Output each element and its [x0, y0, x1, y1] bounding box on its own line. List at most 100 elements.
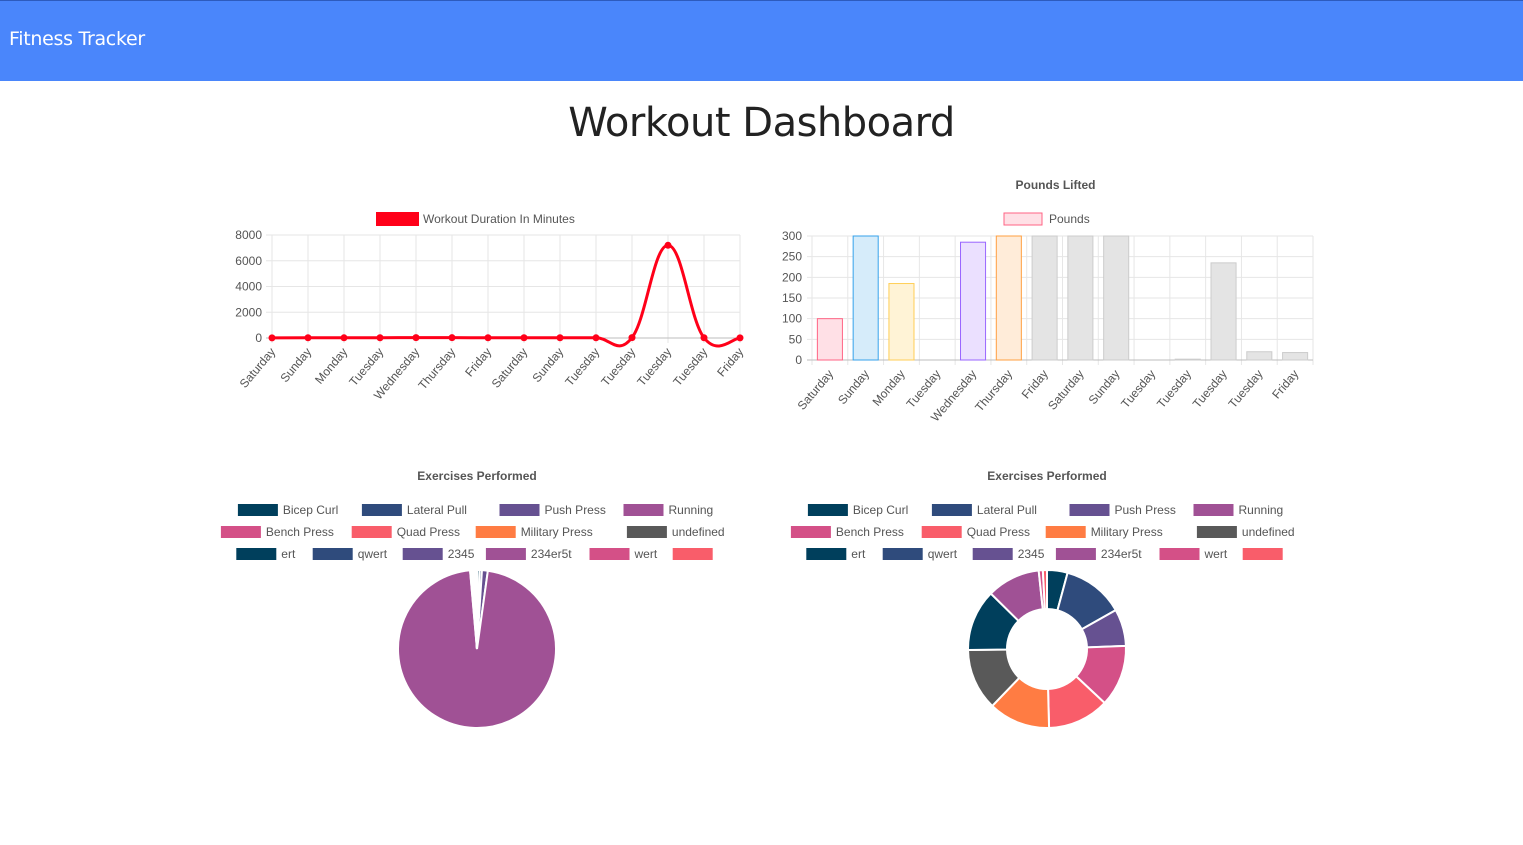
- y-tick-label: 300: [782, 229, 802, 243]
- bar: [995, 235, 1022, 361]
- legend-label: Quad Press: [397, 525, 460, 539]
- x-tick-label: Sunday: [1086, 367, 1123, 407]
- legend-label: Lateral Pull: [407, 503, 467, 517]
- x-tick-label: Friday: [462, 345, 494, 380]
- x-tick-label: Tuesday: [634, 345, 674, 389]
- y-tick-label: 50: [789, 332, 803, 346]
- legend-swatch: [931, 504, 972, 516]
- data-point: [700, 334, 708, 342]
- x-tick-label: Friday: [1269, 367, 1301, 402]
- x-tick-label: Tuesday: [562, 345, 602, 389]
- data-point: [376, 334, 384, 342]
- legend-swatch: [1159, 548, 1200, 560]
- legend-swatch: [1193, 504, 1234, 516]
- data-point: [268, 334, 276, 342]
- legend-label: wert: [1204, 547, 1228, 561]
- x-tick-label: Tuesday: [1154, 367, 1194, 411]
- legend-swatch: [1242, 548, 1283, 560]
- data-point: [592, 334, 600, 342]
- legend-swatch: [499, 504, 540, 516]
- legend-label: wert: [634, 547, 658, 561]
- legend-swatch: [475, 526, 516, 538]
- legend-swatch: [1045, 526, 1086, 538]
- bar: [888, 283, 915, 361]
- legend-label: ert: [281, 547, 296, 561]
- x-tick-label: Tuesday: [1190, 367, 1230, 411]
- legend-swatch: [972, 548, 1013, 560]
- legend-label: qwert: [358, 547, 388, 561]
- legend-swatch: [790, 526, 831, 538]
- x-tick-label: Saturday: [1045, 367, 1087, 413]
- x-tick-label: Sunday: [277, 345, 314, 385]
- data-point: [664, 241, 672, 249]
- workout-duration-line-chart[interactable]: Workout Duration In Minutes 0 2000 4000 6000…: [225, 200, 755, 410]
- x-tick-label: Monday: [312, 345, 350, 387]
- data-point: [304, 334, 312, 342]
- data-point: [520, 334, 528, 342]
- legend-swatch: [626, 526, 667, 538]
- y-tick-label: 2000: [235, 305, 262, 319]
- legend-label: Bench Press: [836, 525, 904, 539]
- legend-swatch: [807, 504, 848, 516]
- x-tick-label: Tuesday: [1226, 367, 1266, 411]
- bar: [960, 241, 987, 361]
- legend-swatch: [361, 504, 402, 516]
- data-point: [448, 334, 456, 342]
- legend-swatch: [485, 548, 526, 560]
- legend-label: Bench Press: [266, 525, 334, 539]
- legend-label: ert: [851, 547, 866, 561]
- legend-label: Push Press: [545, 503, 606, 517]
- legend-label: Workout Duration In Minutes: [423, 212, 575, 226]
- legend-swatch: [236, 548, 277, 560]
- data-point: [484, 334, 492, 342]
- data-point: [340, 334, 348, 342]
- bar: [1246, 351, 1273, 361]
- bar: [1282, 352, 1309, 361]
- legend-label: Quad Press: [967, 525, 1030, 539]
- legend-swatch: [351, 526, 392, 538]
- data-point: [412, 334, 420, 342]
- x-tick-label: Tuesday: [1118, 367, 1158, 411]
- legend-label: Military Press: [1091, 525, 1163, 539]
- legend-label: 2345: [1018, 547, 1045, 561]
- legend-swatch: [402, 548, 443, 560]
- brand-link[interactable]: Fitness Tracker: [9, 28, 145, 50]
- x-tick-label: Saturday: [795, 367, 837, 413]
- bar: [1103, 235, 1130, 361]
- legend-swatch: [623, 504, 664, 516]
- legend-swatch: [1055, 548, 1096, 560]
- x-tick-label: Sunday: [529, 345, 566, 385]
- exercises-pie-chart[interactable]: Exercises Performed Bicep Curl Lateral Pul…: [220, 460, 725, 735]
- x-tick-label: Saturday: [489, 345, 531, 391]
- legend-label: qwert: [928, 547, 958, 561]
- bar: [1067, 235, 1094, 361]
- x-tick-label: Sunday: [835, 367, 872, 407]
- page-title: Workout Dashboard: [568, 100, 955, 146]
- x-tick-label: Saturday: [237, 345, 279, 391]
- bar: [816, 318, 843, 361]
- chart-title: Exercises Performed: [417, 469, 536, 483]
- legend-label: undefined: [1242, 525, 1295, 539]
- legend-label: Bicep Curl: [283, 503, 338, 517]
- pounds-lifted-bar-chart[interactable]: Pounds Lifted Pounds 0 50 100 150 200 250 300 Sat…: [775, 170, 1325, 430]
- legend-label: Military Press: [521, 525, 593, 539]
- legend-swatch: [589, 548, 630, 560]
- legend-label: Running: [669, 503, 714, 517]
- data-point: [628, 334, 636, 342]
- x-tick-label: Tuesday: [598, 345, 638, 389]
- y-tick-label: 6000: [235, 254, 262, 268]
- navbar: Fitness Tracker: [0, 0, 1523, 81]
- x-tick-label: Friday: [1019, 367, 1051, 402]
- legend-label: undefined: [672, 525, 725, 539]
- bar: [1210, 262, 1237, 361]
- legend-label: 234er5t: [1101, 547, 1142, 561]
- legend-swatch: [882, 548, 923, 560]
- legend-swatch: [1003, 212, 1043, 226]
- bar: [1031, 235, 1058, 361]
- chart-title: Exercises Performed: [987, 469, 1106, 483]
- legend-swatch: [312, 548, 353, 560]
- chart-title: Pounds Lifted: [1016, 178, 1096, 192]
- legend-swatch: [1069, 504, 1110, 516]
- data-point: [556, 334, 564, 342]
- exercises-doughnut-chart[interactable]: Exercises Performed Bicep Curl Lateral Pul…: [790, 460, 1295, 735]
